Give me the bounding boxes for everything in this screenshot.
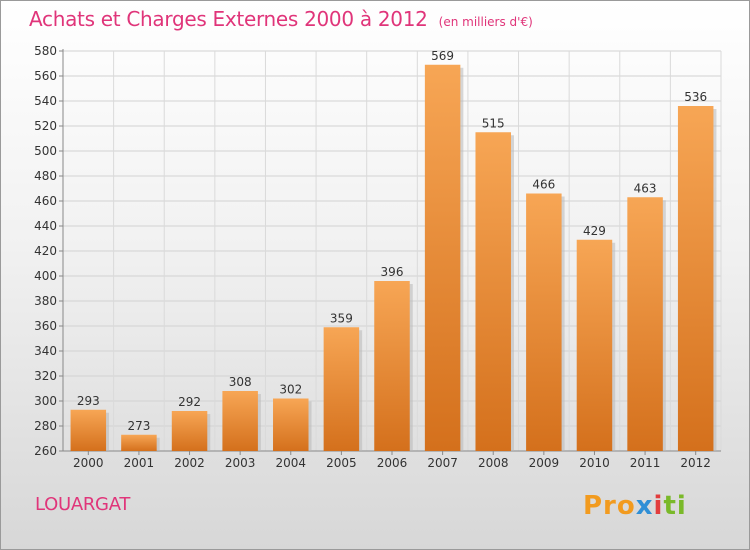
bar	[273, 398, 309, 451]
bar-value-label: 536	[684, 90, 707, 104]
bar	[374, 281, 410, 451]
y-tick-label: 420	[34, 244, 57, 258]
y-tick-label: 380	[34, 294, 57, 308]
bar	[323, 327, 360, 451]
x-tick-label: 2005	[326, 456, 357, 470]
bar	[424, 64, 461, 451]
bar-value-label: 273	[127, 419, 150, 433]
y-tick-label: 500	[34, 144, 57, 158]
x-tick-label: 2010	[579, 456, 610, 470]
proxiti-logo: Proxiti	[583, 491, 687, 521]
bar	[475, 132, 511, 451]
y-tick-label: 260	[34, 444, 57, 458]
x-tick-label: 2002	[174, 456, 205, 470]
bar-value-label: 293	[77, 394, 100, 408]
x-tick-label: 2011	[630, 456, 661, 470]
y-tick-label: 440	[34, 219, 57, 233]
logo-letter: i	[653, 491, 664, 521]
y-tick-label: 340	[34, 344, 57, 358]
bar	[222, 391, 258, 451]
bar	[576, 239, 613, 451]
chart-title: Achats et Charges Externes 2000 à 2012	[29, 7, 428, 31]
x-tick-label: 2001	[124, 456, 155, 470]
x-tick-label: 2003	[225, 456, 256, 470]
chart-subtitle: (en milliers d'€)	[438, 15, 533, 29]
y-tick-label: 400	[34, 269, 57, 283]
y-tick-label: 280	[34, 419, 57, 433]
bar-value-label: 359	[330, 311, 353, 325]
commune-name: LOUARGAT	[35, 494, 131, 515]
bars	[70, 64, 717, 451]
labels: 260 280 300 320 340 360 380 400 420 440 460 480 500 5…	[34, 44, 711, 470]
bar-value-label: 302	[279, 383, 302, 397]
x-tick-label: 2008	[478, 456, 509, 470]
x-tick-label: 2009	[529, 456, 560, 470]
x-tick-label: 2004	[275, 456, 306, 470]
y-tick-label: 520	[34, 119, 57, 133]
x-tick-label: 2012	[680, 456, 711, 470]
bar	[677, 106, 714, 451]
logo-letter: x	[635, 491, 654, 521]
bar-value-label: 292	[178, 395, 201, 409]
bar-value-label: 466	[532, 178, 555, 192]
bar-value-label: 429	[583, 224, 606, 238]
bar	[70, 409, 107, 451]
y-tick-label: 580	[34, 44, 57, 58]
x-tick-label: 2006	[377, 456, 408, 470]
y-tick-label: 360	[34, 319, 57, 333]
logo-letter: ti	[663, 491, 687, 521]
x-tick-label: 2000	[73, 456, 104, 470]
bar	[627, 197, 663, 451]
y-tick-label: 480	[34, 169, 57, 183]
bar-value-label: 515	[482, 116, 505, 130]
bar	[526, 193, 562, 451]
bar-value-label: 569	[431, 49, 454, 63]
x-tick-label: 2007	[427, 456, 458, 470]
bar-value-label: 396	[381, 265, 404, 279]
bar-value-label: 308	[229, 375, 252, 389]
logo-letter: Pro	[583, 491, 636, 521]
y-tick-label: 460	[34, 194, 57, 208]
bar	[171, 411, 208, 451]
bar-value-label: 463	[634, 181, 657, 195]
y-tick-label: 300	[34, 394, 57, 408]
chart-title-block: Achats et Charges Externes 2000 à 2012 (…	[29, 7, 533, 31]
y-tick-label: 560	[34, 69, 57, 83]
bar	[121, 434, 157, 451]
y-tick-label: 540	[34, 94, 57, 108]
y-tick-label: 320	[34, 369, 57, 383]
